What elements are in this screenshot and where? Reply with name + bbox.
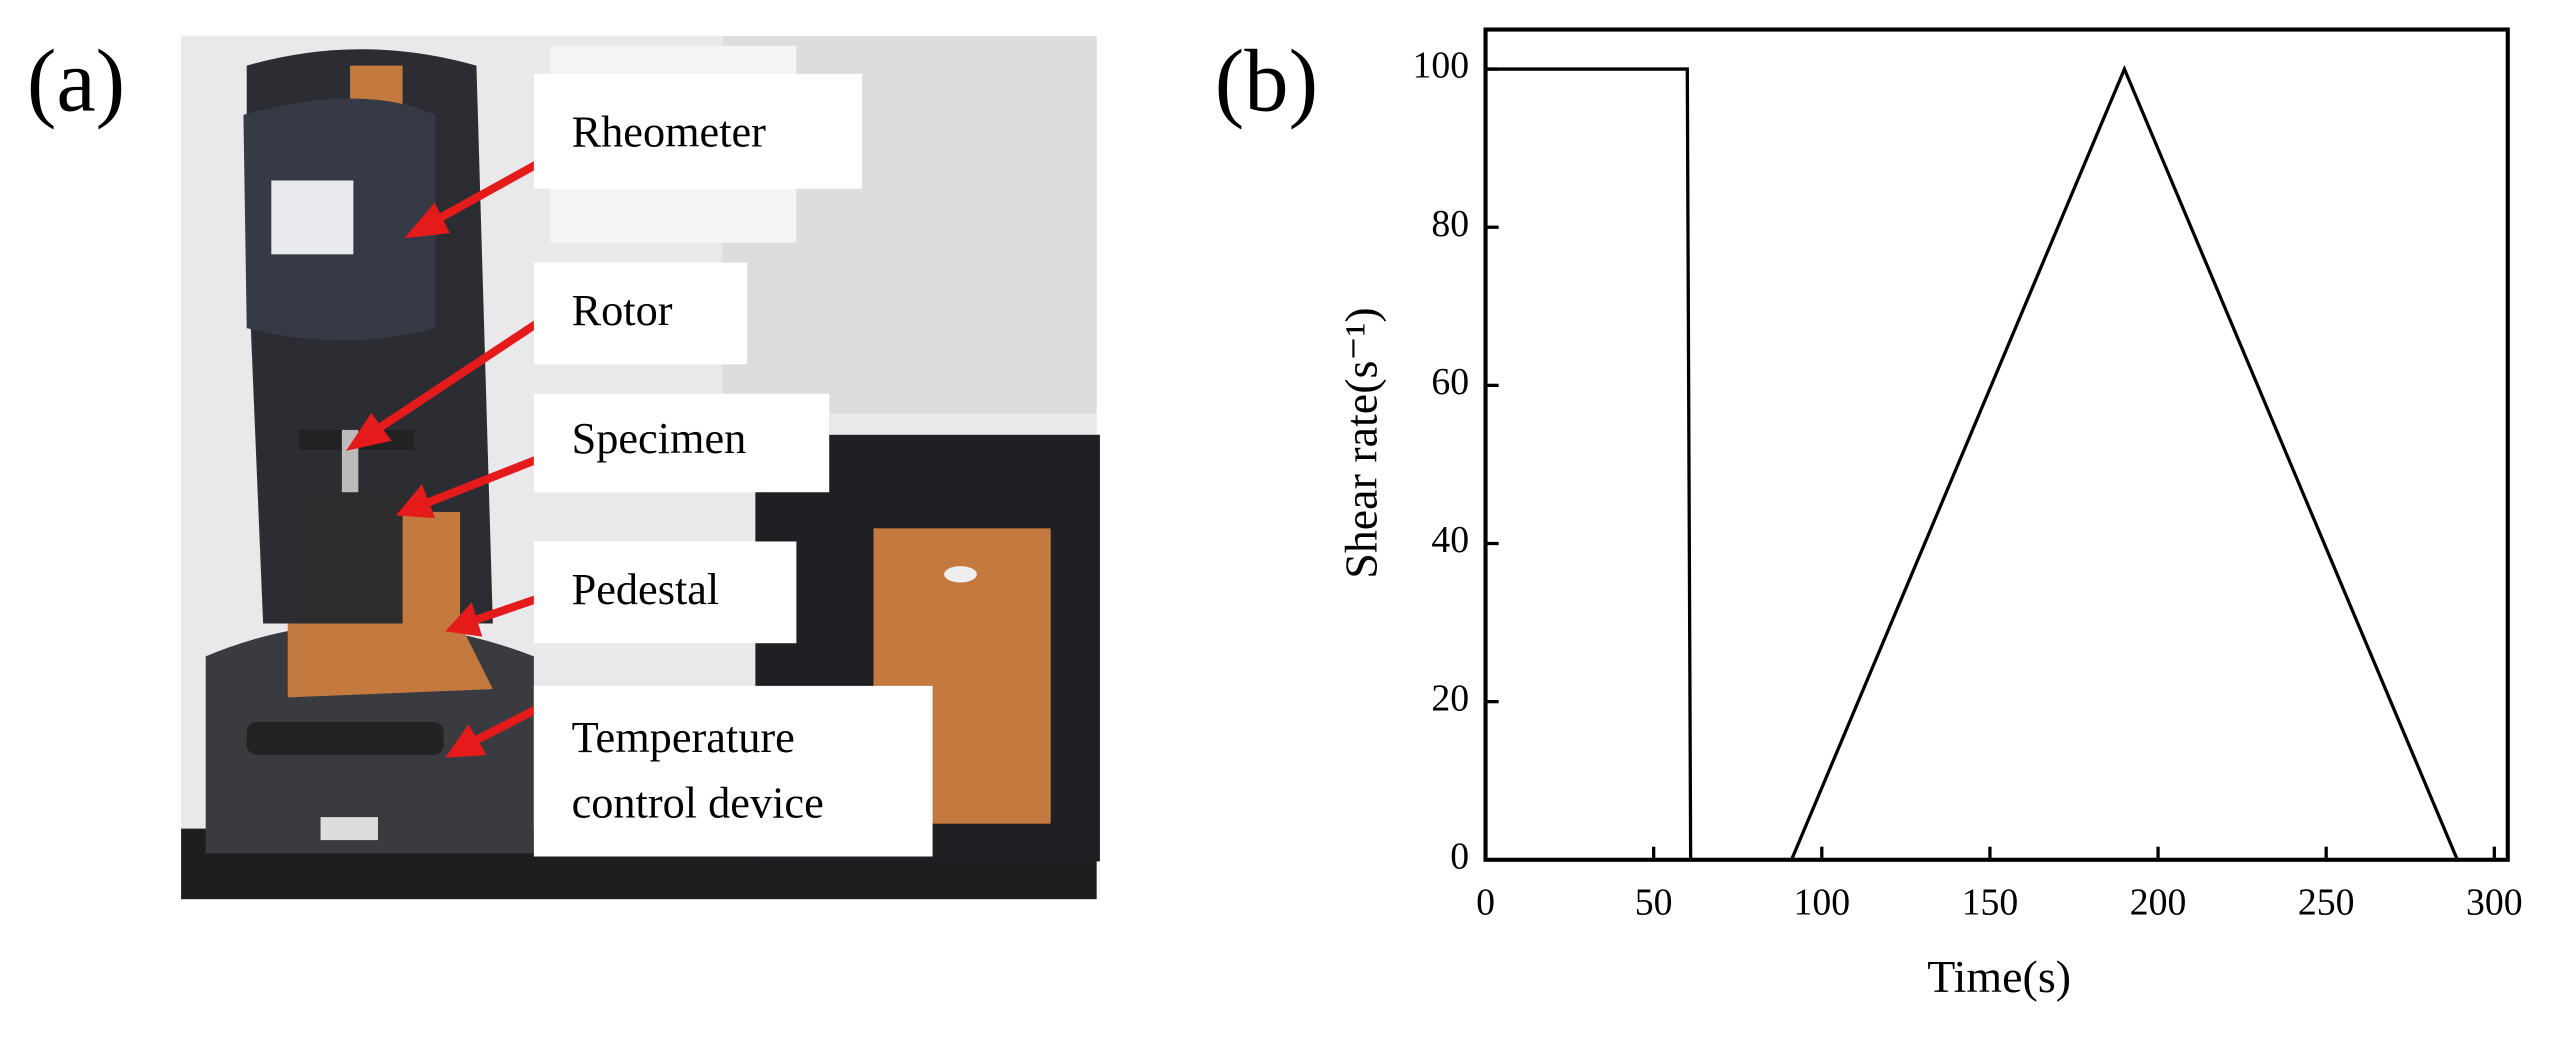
photo-label: Temperature (572, 713, 795, 762)
x-tick-label: 200 (2130, 881, 2187, 923)
data-line (1485, 64, 2459, 862)
y-tick-label: 20 (1431, 677, 1469, 719)
panel-label: (b) (1215, 33, 1318, 131)
x-axis-label: Time(s) (1927, 951, 2071, 1002)
photo-label: Specimen (572, 414, 747, 463)
photo-label: Pedestal (572, 565, 720, 614)
label-boxes (533, 73, 933, 857)
y-tick-label: 80 (1431, 203, 1469, 245)
x-tick-label: 0 (1476, 881, 1495, 923)
y-tick-label: 40 (1431, 519, 1469, 561)
photo-label: control device (572, 778, 824, 827)
arrows (345, 160, 540, 758)
plot-frame (1483, 27, 2510, 862)
y-tick-label: 100 (1413, 45, 1470, 87)
y-axis-label: Shear rate(s⁻¹) (1335, 307, 1386, 578)
x-tick-label: 150 (1962, 881, 2019, 923)
y-tick-label: 0 (1450, 835, 1469, 877)
x-tick-label: 100 (1794, 881, 1851, 923)
photo-label: Rheometer (572, 107, 767, 156)
panel-label: (a) (27, 33, 125, 131)
y-tick-label: 60 (1431, 361, 1469, 403)
photo-label: Rotor (572, 286, 673, 335)
x-tick-label: 300 (2466, 881, 2523, 923)
x-tick-label: 250 (2298, 881, 2355, 923)
x-tick-label: 50 (1635, 881, 1673, 923)
